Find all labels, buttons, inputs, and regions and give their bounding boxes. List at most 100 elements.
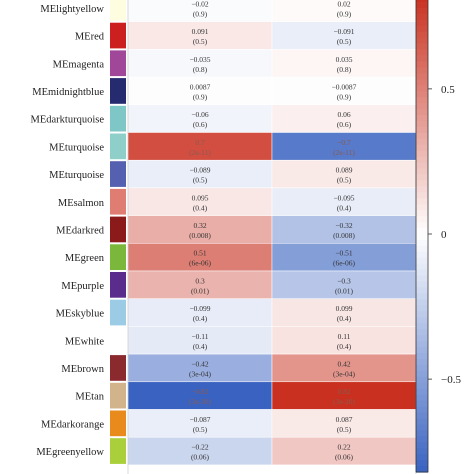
module-swatch: [110, 50, 126, 77]
module-swatch: [110, 438, 126, 464]
color-scale-segment: [416, 132, 428, 140]
heatmap-cell: 0.089(0.5): [271, 159, 417, 189]
color-scale-segment: [416, 7, 428, 15]
color-scale-segment: [416, 370, 428, 378]
cell-correlation-label: 0.02: [337, 0, 350, 8]
module-swatch: [110, 410, 126, 437]
color-scale-segment: [416, 293, 428, 301]
row-label: MEwhite: [65, 336, 104, 347]
color-scale-segment: [416, 103, 428, 110]
cell-correlation-label: −0.42: [191, 359, 209, 368]
cell-correlation-label: −0.3: [337, 276, 351, 285]
color-scale-segment: [416, 198, 428, 205]
color-scale-segment: [416, 436, 428, 443]
color-scale-segment: [416, 162, 428, 170]
color-scale-segment: [416, 239, 428, 247]
cell-pvalue-label: (3e-04): [333, 369, 356, 378]
heatmap-cell-fill: [127, 159, 273, 189]
module-swatch: [110, 188, 126, 215]
row-label: MEdarkturquoise: [31, 115, 105, 126]
heatmap-cell: −0.0087(0.9): [271, 76, 417, 106]
heatmap-cell-fill: [127, 132, 273, 161]
color-scale-segment: [416, 1, 428, 9]
row-label: MEmagenta: [53, 59, 105, 70]
module-swatch: [110, 133, 126, 160]
color-scale-segment: [416, 275, 428, 283]
color-scale-segment: [416, 388, 428, 396]
cell-pvalue-label: (0.9): [193, 9, 208, 18]
cell-pvalue-label: (0.5): [337, 37, 352, 46]
row-label: MEtan: [75, 392, 104, 403]
cell-pvalue-label: (3e-20): [189, 397, 212, 406]
color-scale-segment: [416, 126, 428, 134]
cell-correlation-label: 0.3: [195, 276, 205, 285]
cell-pvalue-label: (0.8): [337, 65, 352, 74]
heatmap-cell: 0.02(0.9): [271, 0, 417, 22]
cell-correlation-label: 0.06: [337, 110, 350, 119]
heatmap-cell: −0.091(0.5): [271, 21, 417, 50]
heatmap-cell-fill: [271, 326, 417, 355]
color-scale-segment: [416, 49, 428, 57]
cell-correlation-label: −0.7: [337, 138, 351, 147]
heatmap-cell: −0.035(0.8): [127, 49, 273, 78]
color-scale-segment: [416, 442, 428, 449]
color-scale-segment: [416, 19, 428, 27]
color-scale-segment: [416, 335, 428, 342]
color-scale-segment: [416, 144, 428, 152]
cell-correlation-label: 0.035: [336, 55, 353, 64]
color-scale-segment: [416, 222, 428, 229]
color-scale-segment: [416, 61, 428, 68]
row-label: MEred: [75, 32, 105, 43]
heatmap-cell: −0.7(2e-11): [271, 132, 417, 161]
color-scale-segment: [416, 67, 428, 74]
heatmap-cell: −0.51(6e-06): [271, 243, 417, 272]
color-scale-segment: [416, 150, 428, 158]
cell-pvalue-label: (2e-11): [189, 148, 211, 157]
cell-pvalue-label: (0.9): [193, 92, 208, 101]
color-scale-segment: [416, 353, 428, 360]
heatmap-cell: 0.42(3e-04): [271, 353, 417, 383]
cell-pvalue-label: (0.06): [335, 453, 354, 462]
cell-pvalue-label: (0.6): [193, 120, 208, 129]
heatmap-cell: −0.32(0.008): [271, 215, 417, 244]
row-label: MEdarkorange: [41, 419, 104, 430]
row-label: MEturquoise: [49, 170, 104, 181]
color-scale-segment: [416, 347, 428, 354]
heatmap-cell: 0.099(0.4): [271, 298, 417, 327]
cell-pvalue-label: (0.06): [191, 453, 210, 462]
module-swatch: [110, 272, 126, 298]
heatmap-cell: 0.095(0.4): [127, 187, 273, 216]
cell-pvalue-label: (0.4): [337, 203, 352, 212]
cell-pvalue-label: (0.01): [191, 286, 210, 295]
cell-correlation-label: 0.095: [192, 193, 209, 202]
row-label: MEturquoise: [49, 142, 104, 153]
cell-pvalue-label: (3e-20): [333, 397, 356, 406]
cell-correlation-label: −0.089: [189, 166, 210, 175]
heatmap-cell-fill: [127, 298, 273, 327]
color-scale-segment: [416, 305, 428, 312]
cell-correlation-label: 0.42: [337, 359, 350, 368]
cell-pvalue-label: (0.4): [193, 342, 208, 351]
cell-pvalue-label: (6e-06): [189, 259, 212, 268]
cell-pvalue-label: (0.6): [337, 120, 352, 129]
cell-pvalue-label: (0.5): [193, 176, 208, 185]
heatmap-cell-fill: [127, 187, 273, 216]
heatmap-cell: −0.22(0.06): [127, 436, 273, 466]
module-swatch: [110, 355, 126, 381]
color-scale-segment: [416, 55, 428, 63]
row-label: MEmidnightblue: [32, 87, 104, 98]
color-scale-segment: [416, 454, 428, 461]
heatmap-cell-fill: [127, 21, 273, 50]
color-scale-bar: 0.5 0 −0.5: [415, 0, 461, 473]
color-scale-segment: [416, 25, 428, 33]
row-label: MEgreenyellow: [36, 447, 104, 458]
cell-pvalue-label: (0.9): [337, 92, 352, 101]
heatmap-cell: 0.091(0.5): [127, 21, 273, 50]
cell-pvalue-label: (0.4): [193, 314, 208, 323]
color-scale-segment: [416, 216, 428, 223]
heatmap-cell-fill: [271, 436, 417, 466]
cell-pvalue-label: (0.5): [193, 37, 208, 46]
color-scale-segment: [416, 174, 428, 182]
module-swatch: [110, 244, 126, 270]
color-scale-segment: [416, 97, 428, 104]
